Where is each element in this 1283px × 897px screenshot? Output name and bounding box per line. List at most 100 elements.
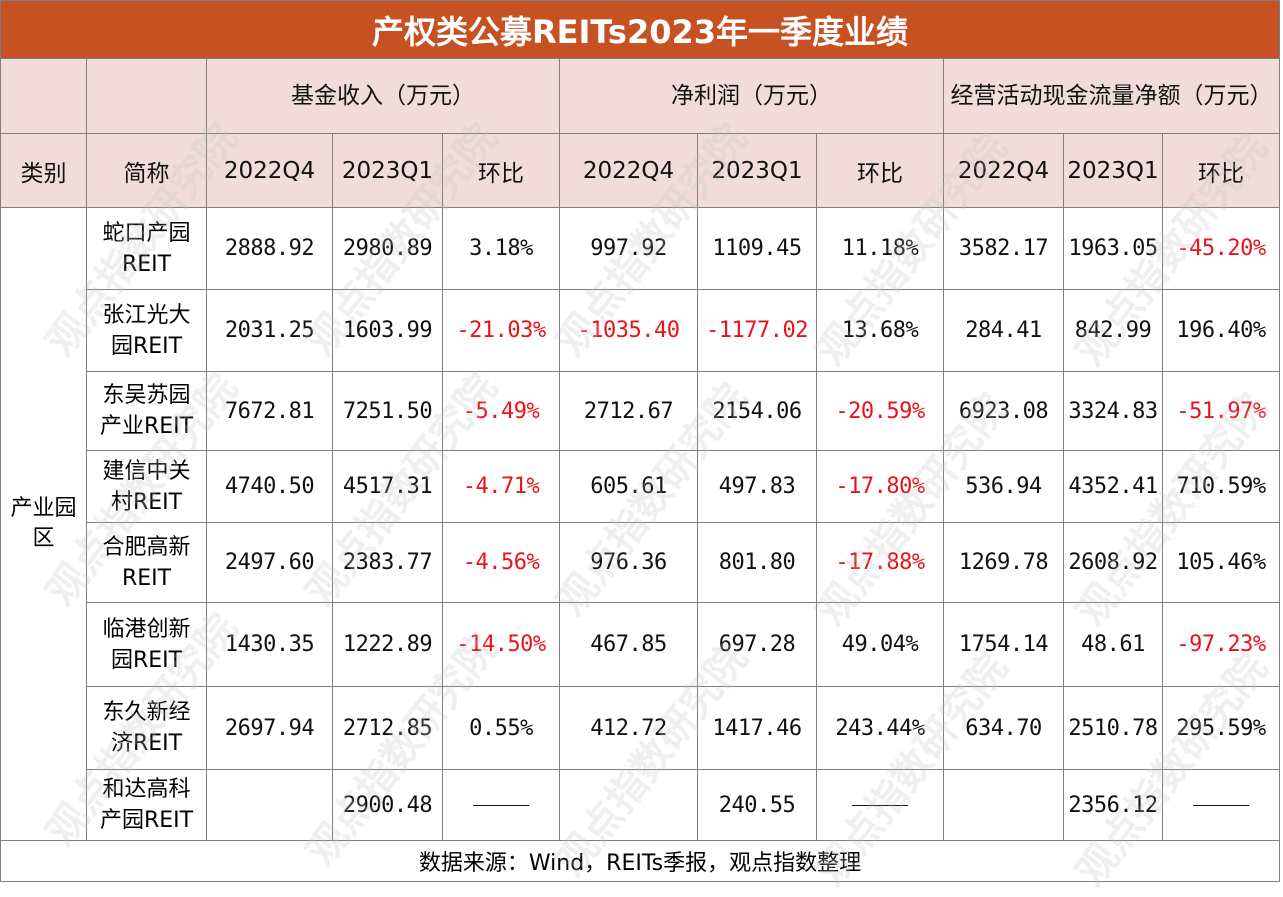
- rev-qoq-cell: 3.18%: [442, 207, 560, 290]
- net-profit-q4-header: 2022Q4: [559, 133, 698, 208]
- name-column-header: 简称: [86, 133, 207, 208]
- fund-name-cell: 临港创新园REIT: [86, 602, 207, 687]
- fund-name-cell: 和达高科产园REIT: [86, 769, 207, 841]
- group-header-row: 基金收入（万元） 净利润（万元） 经营活动现金流量净额（万元）: [0, 58, 1280, 134]
- rev-qoq-cell: -14.50%: [442, 602, 560, 687]
- table-row: 合肥高新REIT 2497.60 2383.77 -4.56% 976.36 801.80…: [1, 522, 1280, 603]
- table-row: 东吴苏园产业REIT 7672.81 7251.50 -5.49% 2712.67 215…: [1, 371, 1280, 451]
- rev-q4-cell: 2031.25: [206, 289, 333, 372]
- column-header-row: 类别 简称 2022Q4 2023Q1 环比 2022Q4 2023Q1 环比 …: [0, 133, 1280, 208]
- cf-q4-cell: 6923.08: [943, 371, 1064, 451]
- net-profit-group-header: 净利润（万元）: [559, 58, 944, 134]
- rev-q1-cell: 4517.31: [332, 450, 443, 523]
- cf-q4-cell: 1754.14: [943, 602, 1064, 687]
- cf-qoq-cell: -97.23%: [1162, 602, 1280, 687]
- cf-q1-cell: 4352.41: [1063, 450, 1163, 523]
- rev-q4-cell: 2697.94: [206, 686, 333, 770]
- table-row: 东久新经济REIT 2697.94 2712.85 0.55% 412.72 1417.4…: [1, 686, 1280, 770]
- revenue-qoq-header: 环比: [442, 133, 560, 208]
- rev-qoq-cell: -4.71%: [442, 450, 560, 523]
- cf-q1-cell: 3324.83: [1063, 371, 1163, 451]
- np-qoq-cell: -17.88%: [816, 522, 944, 603]
- np-q1-cell: 697.28: [697, 602, 817, 687]
- rev-qoq-cell: -21.03%: [442, 289, 560, 372]
- fund-name-cell: 建信中关村REIT: [86, 450, 207, 523]
- np-q1-cell: -1177.02: [697, 289, 817, 372]
- net-profit-qoq-header: 环比: [816, 133, 944, 208]
- rev-q4-cell: [206, 769, 333, 841]
- np-qoq-cell: 13.68%: [816, 289, 944, 372]
- revenue-q1-header: 2023Q1: [332, 133, 443, 208]
- np-q4-cell: [559, 769, 698, 841]
- cf-q1-cell: 2356.12: [1063, 769, 1163, 841]
- np-q4-cell: 467.85: [559, 602, 698, 687]
- rev-q4-cell: 2888.92: [206, 207, 333, 290]
- fund-name-cell: 张江光大园REIT: [86, 289, 207, 372]
- cf-q4-cell: 284.41: [943, 289, 1064, 372]
- empty-header-cell: [0, 58, 87, 134]
- cf-q1-cell: 2608.92: [1063, 522, 1163, 603]
- category-cell: 产业园区: [0, 207, 87, 841]
- table-row: 建信中关村REIT 4740.50 4517.31 -4.71% 605.61 497.8…: [1, 450, 1280, 523]
- rev-q1-cell: 1603.99: [332, 289, 443, 372]
- np-q4-cell: 412.72: [559, 686, 698, 770]
- rev-q1-cell: 2383.77: [332, 522, 443, 603]
- cf-q1-cell: 2510.78: [1063, 686, 1163, 770]
- np-q1-cell: 497.83: [697, 450, 817, 523]
- fund-name-cell: 东吴苏园产业REIT: [86, 371, 207, 451]
- cash-flow-q4-header: 2022Q4: [943, 133, 1064, 208]
- np-qoq-cell: -17.80%: [816, 450, 944, 523]
- fund-name-cell: 合肥高新REIT: [86, 522, 207, 603]
- cf-qoq-cell: -51.97%: [1162, 371, 1280, 451]
- cf-qoq-cell: 196.40%: [1162, 289, 1280, 372]
- rev-q1-cell: 2900.48: [332, 769, 443, 841]
- rev-q4-cell: 4740.50: [206, 450, 333, 523]
- rev-qoq-cell: [442, 769, 560, 841]
- cf-qoq-cell: 710.59%: [1162, 450, 1280, 523]
- table-row: 产业园区 蛇口产园REIT 2888.92 2980.89 3.18% 997.92 110…: [0, 207, 1280, 841]
- cf-q4-cell: 3582.17: [943, 207, 1064, 290]
- cash-flow-group-header: 经营活动现金流量净额（万元）: [943, 58, 1280, 134]
- np-q1-cell: 1417.46: [697, 686, 817, 770]
- cf-q4-cell: 634.70: [943, 686, 1064, 770]
- np-q1-cell: 801.80: [697, 522, 817, 603]
- cash-flow-q1-header: 2023Q1: [1063, 133, 1163, 208]
- not-applicable-dash: [852, 805, 908, 806]
- cf-q4-cell: 1269.78: [943, 522, 1064, 603]
- rev-qoq-cell: -5.49%: [442, 371, 560, 451]
- not-applicable-dash: [1193, 805, 1249, 806]
- np-qoq-cell: [816, 769, 944, 841]
- cash-flow-qoq-header: 环比: [1162, 133, 1280, 208]
- table-row: 和达高科产园REIT 2900.48 240.55 2356.12: [1, 769, 1280, 841]
- rev-q1-cell: 1222.89: [332, 602, 443, 687]
- revenue-q4-header: 2022Q4: [206, 133, 333, 208]
- np-q1-cell: 240.55: [697, 769, 817, 841]
- np-q4-cell: 2712.67: [559, 371, 698, 451]
- cf-q1-cell: 1963.05: [1063, 207, 1163, 290]
- empty-header-cell: [86, 58, 207, 134]
- cf-qoq-cell: [1162, 769, 1280, 841]
- rev-q1-cell: 2980.89: [332, 207, 443, 290]
- cf-qoq-cell: 295.59%: [1162, 686, 1280, 770]
- cf-q1-cell: 48.61: [1063, 602, 1163, 687]
- np-q4-cell: -1035.40: [559, 289, 698, 372]
- rev-q4-cell: 7672.81: [206, 371, 333, 451]
- np-qoq-cell: -20.59%: [816, 371, 944, 451]
- cf-qoq-cell: 105.46%: [1162, 522, 1280, 603]
- np-qoq-cell: 11.18%: [816, 207, 944, 290]
- page-title: 产权类公募REITs2023年一季度业绩: [0, 0, 1280, 59]
- fund-name-cell: 东久新经济REIT: [86, 686, 207, 770]
- rev-qoq-cell: 0.55%: [442, 686, 560, 770]
- fund-name-cell: 蛇口产园REIT: [86, 207, 207, 290]
- category-column-header: 类别: [0, 133, 87, 208]
- rev-q1-cell: 7251.50: [332, 371, 443, 451]
- np-qoq-cell: 49.04%: [816, 602, 944, 687]
- rev-qoq-cell: -4.56%: [442, 522, 560, 603]
- cf-q4-cell: [943, 769, 1064, 841]
- not-applicable-dash: [473, 805, 529, 806]
- rev-q4-cell: 2497.60: [206, 522, 333, 603]
- cf-q1-cell: 842.99: [1063, 289, 1163, 372]
- np-qoq-cell: 243.44%: [816, 686, 944, 770]
- source-note: 数据来源：Wind，REITs季报，观点指数整理: [0, 840, 1280, 882]
- np-q4-cell: 976.36: [559, 522, 698, 603]
